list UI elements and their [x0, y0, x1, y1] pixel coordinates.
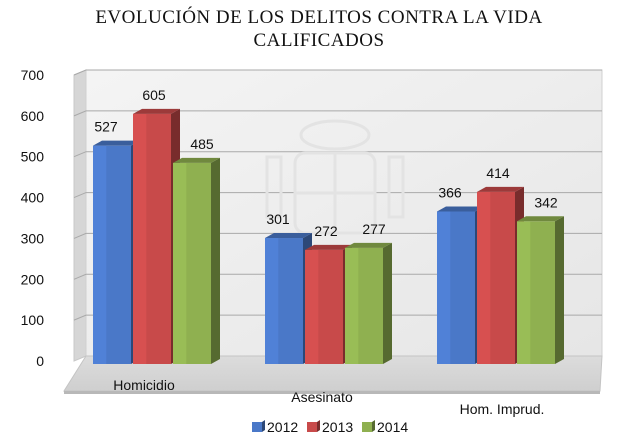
data-label: 301 — [266, 211, 290, 227]
bar-highlight — [133, 113, 147, 364]
x-tick-label: Homicidio — [113, 377, 175, 393]
gridline — [73, 273, 602, 280]
x-axis: Homicidio Asesinato Hom. Imprud. — [113, 377, 544, 417]
gridline — [73, 232, 602, 239]
bar-2014-Hom. Imprud. — [517, 216, 564, 364]
gridline — [73, 151, 602, 158]
bar-top — [305, 244, 352, 250]
legend-swatch-side — [317, 420, 320, 432]
bar-top — [133, 108, 180, 114]
bar-2014-Asesinato — [345, 242, 392, 364]
data-label: 366 — [438, 184, 462, 200]
watermark-pillar-left — [265, 155, 283, 219]
bar-top — [477, 186, 524, 192]
y-axis: 0 100 200 300 400 500 600 700 — [21, 67, 45, 369]
legend-item-2013: 2013 — [307, 419, 353, 435]
data-labels: 527 605 485 301 272 277 366 414 342 — [94, 87, 558, 239]
x-tick-label: Hom. Imprud. — [460, 401, 545, 417]
bar-highlight — [265, 238, 279, 364]
watermark-seal — [265, 119, 405, 235]
watermark-crown — [299, 119, 371, 151]
bar-highlight — [93, 145, 107, 364]
bar-highlight — [345, 247, 359, 364]
bar-side — [383, 242, 392, 364]
y-tick-label: 200 — [21, 271, 45, 287]
gridline — [73, 314, 602, 321]
bar-highlight — [437, 211, 451, 364]
data-label: 527 — [94, 119, 118, 135]
bar-highlight — [477, 191, 491, 364]
bar-top — [437, 206, 484, 212]
legend-swatch — [252, 422, 262, 432]
bar-top — [345, 242, 392, 248]
legend-swatch-side — [372, 420, 375, 432]
data-label: 605 — [142, 87, 166, 103]
legend-swatch — [362, 422, 372, 432]
bar-top — [265, 233, 312, 239]
gridline — [73, 69, 602, 76]
bar-highlight — [305, 249, 319, 364]
data-label: 272 — [314, 223, 338, 239]
bar-top — [93, 140, 140, 146]
floor-edge — [64, 391, 600, 394]
bar-2013-Asesinato — [305, 244, 352, 364]
bar-2013-Homicidio — [133, 108, 180, 364]
y-tick-label: 400 — [21, 190, 45, 206]
x-tick-label: Asesinato — [291, 389, 353, 405]
bar-top — [517, 216, 564, 222]
data-label: 277 — [362, 221, 386, 237]
y-tick-label: 700 — [21, 67, 45, 83]
legend-label: 2013 — [322, 419, 353, 435]
bar-side — [211, 157, 220, 364]
legend-swatch-side — [262, 420, 265, 432]
chart-title-line2: CALIFICADOS — [253, 30, 385, 51]
legend-label: 2012 — [267, 419, 298, 435]
gridline — [73, 110, 602, 117]
y-tick-label: 600 — [21, 108, 45, 124]
bar-2012-Hom. Imprud. — [437, 206, 484, 364]
chart-title-line1: EVOLUCIÓN DE LOS DELITOS CONTRA LA VIDA — [95, 7, 543, 28]
bar-top — [173, 157, 220, 163]
bar-2012-Homicidio — [93, 140, 140, 364]
watermark-pillar-right — [387, 155, 405, 219]
bars — [93, 108, 564, 364]
data-label: 485 — [190, 136, 214, 152]
legend-label: 2014 — [377, 419, 408, 435]
y-tick-label: 500 — [21, 149, 45, 165]
data-label: 414 — [486, 165, 510, 181]
y-tick-label: 300 — [21, 230, 45, 246]
y-tick-label: 100 — [21, 312, 45, 328]
bar-2013-Hom. Imprud. — [477, 186, 524, 364]
legend-item-2014: 2014 — [362, 419, 408, 435]
bar-highlight — [517, 221, 531, 364]
legend-item-2012: 2012 — [252, 419, 298, 435]
bar-2012-Asesinato — [265, 233, 312, 364]
legend-swatch — [307, 422, 317, 432]
chart-title: EVOLUCIÓN DE LOS DELITOS CONTRA LA VIDA … — [0, 6, 638, 52]
legend: 2012 2013 2014 — [252, 419, 408, 435]
data-label: 342 — [534, 194, 558, 210]
bar-highlight — [173, 162, 187, 364]
bar-2014-Homicidio — [173, 157, 220, 364]
bar-side — [555, 216, 564, 364]
gridline — [73, 192, 602, 199]
gridlines — [73, 69, 602, 321]
y-tick-label: 0 — [36, 353, 44, 369]
